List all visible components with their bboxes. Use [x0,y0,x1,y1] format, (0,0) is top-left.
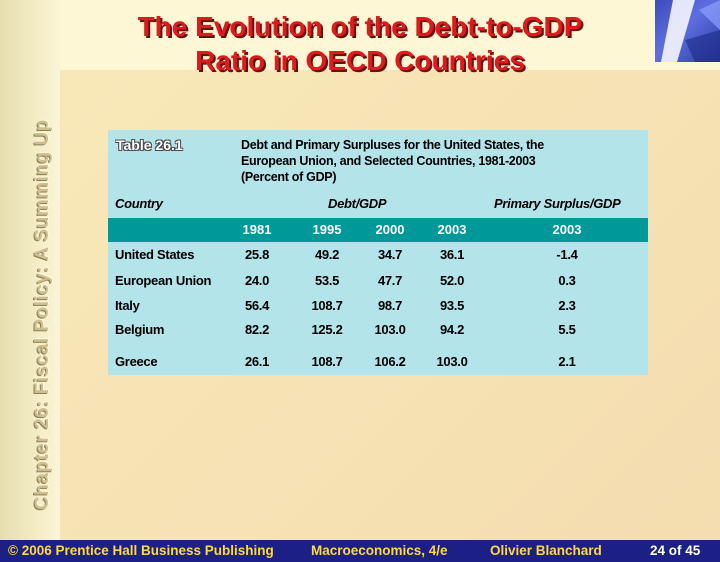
table-caption-line-3: (Percent of GDP) [241,170,337,184]
row-country: United States [115,247,195,262]
footer-author: Olivier Blanchard [490,543,602,558]
table-caption: Debt and Primary Surpluses for the Unite… [241,137,641,185]
row-value: 5.5 [558,322,576,337]
row-value: 49.2 [314,247,340,262]
table-label: Table 26.1 [116,137,183,153]
row-value: 24.0 [244,273,270,288]
year-header: 2003 [437,222,467,237]
vertical-chapter-title: Chapter 26: Fiscal Policy: A Summing Up [32,119,53,510]
slide-title-line-1: The Evolution of the Debt-to-GDP [137,11,583,42]
row-value: 103.0 [374,322,406,337]
footer-bar: © 2006 Prentice Hall Business Publishing… [0,540,720,562]
row-value: 0.3 [558,273,576,288]
year-header: 1981 [242,222,272,237]
row-value: 47.7 [377,273,403,288]
footer-book: Macroeconomics, 4/e [311,543,448,558]
row-value: 106.2 [374,354,406,369]
row-value: 94.2 [439,322,465,337]
year-header: 1995 [312,222,342,237]
table-row: Italy 56.4 108.7 98.7 93.5 2.3 [108,298,648,318]
left-band [0,0,60,540]
data-table: Table 26.1 Debt and Primary Surpluses fo… [108,130,648,375]
abstract-logo-icon [655,0,720,62]
page-counter: 24 of 45 [650,543,701,558]
table-row: United States 25.8 49.2 34.7 36.1 -1.4 [108,247,648,267]
footer-copyright: © 2006 Prentice Hall Business Publishing [8,543,274,558]
row-value: 2.3 [558,298,576,313]
table-row: Belgium 82.2 125.2 103.0 94.2 5.5 [108,322,648,342]
year-header: 2003 [552,222,582,237]
row-value: 34.7 [377,247,403,262]
table-row: Greece 26.1 108.7 106.2 103.0 2.1 [108,354,648,374]
table-row: European Union 24.0 53.5 47.7 52.0 0.3 [108,273,648,293]
row-country: European Union [115,273,212,288]
row-value: 82.2 [244,322,270,337]
year-header-bar: 1981 1995 2000 2003 2003 [108,218,648,242]
row-country: Greece [115,354,158,369]
row-value: 103.0 [436,354,468,369]
row-value: 56.4 [244,298,270,313]
slide-title-line-2: Ratio in OECD Countries [195,45,525,76]
row-value: 52.0 [439,273,465,288]
row-value: 108.7 [311,298,343,313]
header-primary-surplus: Primary Surplus/GDP [494,196,621,211]
row-value: 53.5 [314,273,340,288]
row-value: 25.8 [244,247,270,262]
row-value: 36.1 [439,247,465,262]
table-caption-line-2: European Union, and Selected Countries, … [241,154,536,168]
header-country: Country [115,196,163,211]
row-value: 108.7 [311,354,343,369]
row-country: Belgium [115,322,165,337]
row-value: 26.1 [244,354,270,369]
row-value: 2.1 [558,354,576,369]
row-value: 98.7 [377,298,403,313]
row-value: 93.5 [439,298,465,313]
row-value: -1.4 [556,247,578,262]
year-header: 2000 [375,222,405,237]
slide-title: The Evolution of the Debt-to-GDP Ratio i… [60,10,660,78]
row-country: Italy [115,298,140,313]
header-debt-gdp: Debt/GDP [328,196,387,211]
row-value: 125.2 [311,322,343,337]
table-caption-line-1: Debt and Primary Surpluses for the Unite… [241,138,544,152]
